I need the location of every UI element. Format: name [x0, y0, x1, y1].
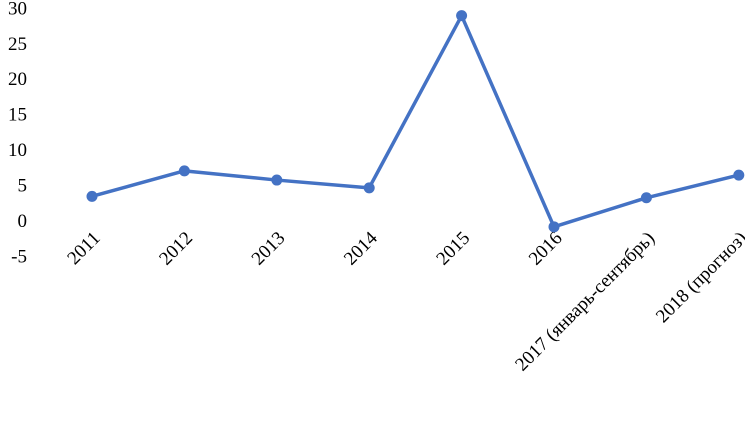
- x-tick-label: 2014: [340, 227, 382, 269]
- x-tick-label: 2015: [432, 228, 474, 270]
- y-tick-label: 25: [8, 34, 27, 55]
- marker: [456, 10, 468, 22]
- x-tick-label: 2013: [248, 228, 290, 270]
- marker: [733, 169, 745, 181]
- x-tick-label: 2011: [63, 228, 104, 269]
- marker: [271, 174, 283, 186]
- marker: [640, 192, 652, 204]
- line: [91, 13, 740, 229]
- marker: [86, 190, 98, 202]
- x-tick-label: 2018 (прогноз): [652, 228, 745, 327]
- marker: [548, 221, 560, 233]
- y-tick-label: 5: [18, 176, 28, 197]
- marker: [363, 182, 375, 194]
- marker: [178, 165, 190, 177]
- x-tick-label: 2012: [155, 228, 197, 270]
- y-tick-label: 0: [18, 211, 28, 232]
- y-tick-label: -5: [11, 246, 27, 267]
- y-tick-label: 15: [8, 105, 27, 126]
- x-tick-label: 2016: [525, 228, 567, 270]
- y-tick-label: 10: [8, 140, 27, 161]
- y-tick-label: 20: [8, 69, 27, 90]
- y-tick-label: 30: [8, 0, 27, 19]
